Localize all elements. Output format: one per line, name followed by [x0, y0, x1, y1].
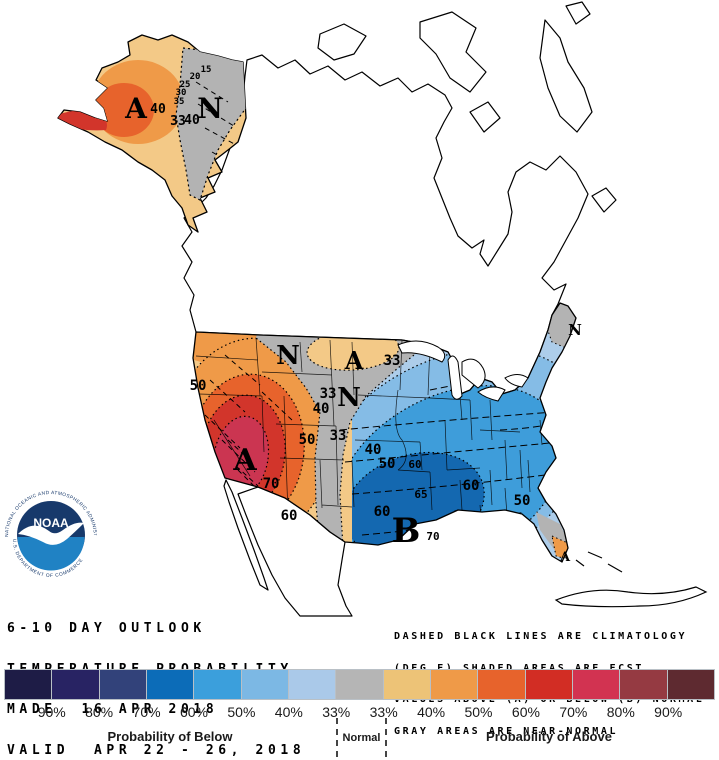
legend-cell — [194, 670, 241, 699]
legend-tick-label: 90% — [37, 704, 66, 720]
label-alaska-near: N — [197, 92, 223, 125]
contour-w-60: 60 — [281, 508, 298, 524]
contour-e-50-se: 50 — [514, 493, 531, 509]
alaska-region — [57, 34, 247, 233]
contour-w-33: 33 — [320, 386, 337, 402]
label-west-above: A — [232, 443, 257, 478]
label-southeast-below: B — [392, 511, 421, 551]
contour-ak-40-inner: 40 — [150, 102, 166, 117]
label-plains-near: N — [337, 383, 361, 413]
contour-e-65-dash: 65 — [414, 488, 427, 501]
contour-e-50-nw: 50 — [379, 456, 396, 472]
noaa-logo: NOAA NATIONAL OCEANIC AND ATMOSPHERIC AD… — [5, 481, 97, 579]
contour-ak-30: 30 — [176, 88, 187, 98]
title-line-3: MADE 16 APR 2018 — [7, 702, 219, 717]
cuba-outline — [554, 551, 708, 608]
note-line-2: (DEG F) SHADED AREAS ARE FCST — [394, 662, 644, 674]
contour-w-40: 40 — [313, 401, 330, 417]
legend-normal-caption: Normal — [342, 731, 381, 744]
legend-cell — [241, 670, 288, 699]
legend-cell — [99, 670, 146, 699]
title-line-4: VALID APR 22 - 26, 2018 — [7, 742, 306, 758]
legend-tick-label: 50% — [464, 704, 493, 720]
legend-cell — [667, 670, 714, 699]
label-alaska-above: A — [124, 92, 148, 125]
contour-labels: 15 20 25 30 35 40 33 40 50 33 40 50 70 6… — [150, 65, 530, 543]
contour-e-60-e: 60 — [463, 478, 480, 494]
legend-normal-box: Normal — [336, 718, 387, 757]
contour-e-60-w: 60 — [374, 504, 391, 520]
contour-ak-40-outer: 40 — [184, 113, 200, 128]
above70-shade — [212, 415, 270, 499]
alaska-above50-shade — [94, 83, 154, 137]
legend-ticks: 90% 80% 70% 60% 50% 40% 33% 33% 40% 50% 60% 70% 80% 9… — [28, 704, 692, 720]
contour-w-70: 70 — [263, 476, 280, 492]
logo-org-text: NOAA — [33, 516, 69, 530]
label-maine-near: N — [568, 321, 582, 339]
legend-cell — [478, 670, 525, 699]
legend-cell — [288, 670, 336, 699]
title-line-1: 6-10 DAY OUTLOOK — [7, 621, 206, 636]
legend-cell — [525, 670, 572, 699]
legend-tick-label: 90% — [654, 704, 683, 720]
contour-nd-33: 33 — [384, 353, 401, 369]
legend-above-caption: Probability of Above — [486, 729, 612, 744]
legend-cell — [572, 670, 620, 699]
legend-cell — [430, 670, 478, 699]
note-line-4: GRAY AREAS ARE NEAR-NORMAL — [394, 725, 619, 737]
mexico-outline — [223, 479, 353, 617]
legend-tick-label: 80% — [606, 704, 635, 720]
near-normal-band — [255, 325, 432, 549]
contour-ak-20: 20 — [190, 72, 201, 82]
logo-ocean — [17, 537, 85, 571]
contour-e-60-dash: 60 — [408, 458, 421, 471]
note-line-1: DASHED BLACK LINES ARE CLIMATOLOGY — [394, 631, 688, 642]
contour-e-70-dash: 70 — [426, 530, 439, 543]
legend-tick-label: 60% — [179, 704, 208, 720]
legend-tick-label: 40% — [274, 704, 303, 720]
contour-w-coast-50: 50 — [190, 378, 207, 394]
legend-cell — [620, 670, 667, 699]
legend-cell — [146, 670, 194, 699]
canada-outline — [181, 1, 617, 396]
contour-ak-33: 33 — [170, 114, 186, 129]
contour-ak-25: 25 — [180, 80, 191, 90]
legend-tick-label: 33% — [369, 704, 398, 720]
alaska-climo-dashes — [195, 81, 241, 169]
legend-tick-label: 80% — [85, 704, 114, 720]
great-lakes — [397, 340, 529, 402]
logo-seagull-icon — [18, 522, 84, 545]
north-america-map: A N A N A N B N A 15 20 25 30 35 40 33 4… — [57, 1, 708, 617]
legend-tick-label: 33% — [322, 704, 351, 720]
label-montana-near: N — [276, 341, 300, 371]
legend-tick-label: 70% — [559, 704, 588, 720]
legend-cell — [336, 670, 383, 699]
legend-color-bar — [4, 669, 715, 700]
contour-ak-15: 15 — [201, 65, 212, 75]
legend-cell — [383, 670, 430, 699]
legend-tick-label: 50% — [227, 704, 256, 720]
alaska-near-normal-shade — [175, 47, 246, 201]
contour-ak-35: 35 — [174, 97, 185, 107]
legend-cell — [52, 670, 99, 699]
legend-cell — [5, 670, 52, 699]
contour-e-40: 40 — [365, 442, 382, 458]
contour-e-33: 33 — [330, 428, 347, 444]
region-labels: A N A N A N B N A — [124, 92, 582, 565]
label-florida-above: A — [559, 550, 571, 565]
contour-w-50: 50 — [299, 432, 316, 448]
label-dakota-above: A — [344, 346, 364, 375]
legend-tick-label: 70% — [132, 704, 161, 720]
legend-tick-label: 60% — [511, 704, 540, 720]
legend-below-caption: Probability of Below — [107, 729, 233, 744]
legend-tick-label: 40% — [417, 704, 446, 720]
